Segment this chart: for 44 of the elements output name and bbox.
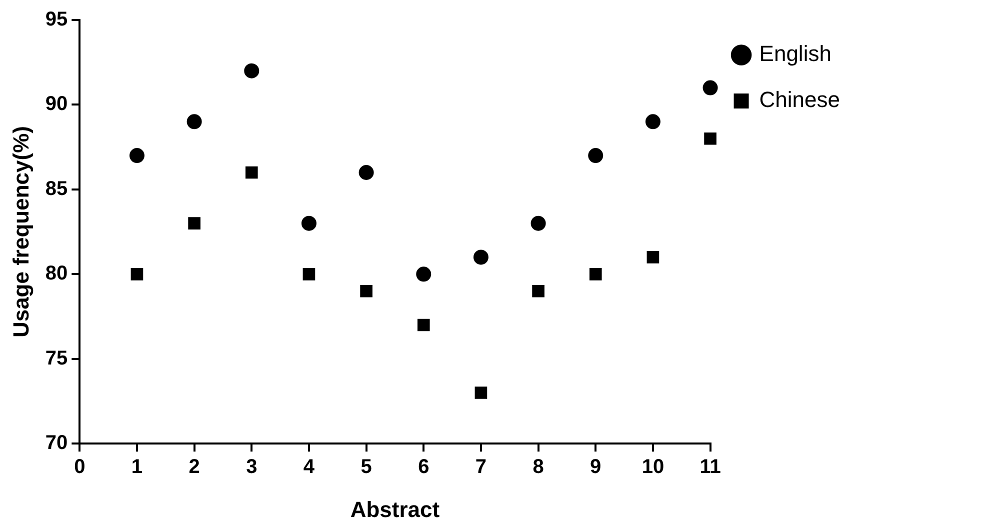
x-axis-title: Abstract — [350, 496, 440, 522]
point — [245, 166, 258, 179]
x-tick-label: 11 — [700, 456, 721, 478]
point — [473, 250, 488, 265]
y-tick-label: 90 — [45, 93, 68, 116]
point — [130, 268, 144, 280]
x-tick-label: 2 — [188, 456, 200, 478]
point — [302, 268, 316, 280]
y-tick-label: 70 — [45, 432, 68, 454]
x-tick-label: 8 — [532, 456, 544, 478]
point — [416, 266, 432, 282]
point — [645, 114, 660, 130]
x-tick-label: 7 — [475, 456, 487, 478]
point — [646, 251, 660, 264]
y-tick-label: 95 — [45, 8, 68, 31]
point — [588, 148, 604, 164]
point — [244, 63, 260, 78]
point — [589, 268, 602, 280]
point — [704, 132, 716, 145]
legend-label: Chinese — [759, 87, 840, 112]
y-tick-label: 85 — [45, 178, 68, 200]
point — [474, 386, 488, 399]
x-tick-label: 1 — [131, 456, 143, 478]
y-axis-title: Usage frequency(%) — [8, 126, 34, 338]
point — [301, 216, 316, 231]
point — [186, 114, 202, 130]
x-tick-label: 0 — [74, 456, 86, 478]
x-tick-label: 4 — [303, 456, 316, 478]
x-tick-label: 6 — [418, 456, 430, 478]
point — [188, 217, 200, 230]
point — [532, 284, 544, 298]
x-tick-label: 9 — [590, 456, 602, 478]
x-tick-label: 5 — [360, 456, 372, 478]
legend-label: English — [759, 41, 832, 66]
point — [417, 318, 430, 332]
point — [360, 284, 372, 298]
point — [358, 164, 374, 180]
x-tick-label: 3 — [246, 456, 258, 478]
y-tick-label: 75 — [45, 347, 68, 370]
point — [129, 148, 144, 164]
point — [702, 80, 718, 96]
x-tick-label: 10 — [642, 456, 664, 478]
point — [530, 216, 546, 231]
y-tick-label: 80 — [45, 262, 68, 285]
